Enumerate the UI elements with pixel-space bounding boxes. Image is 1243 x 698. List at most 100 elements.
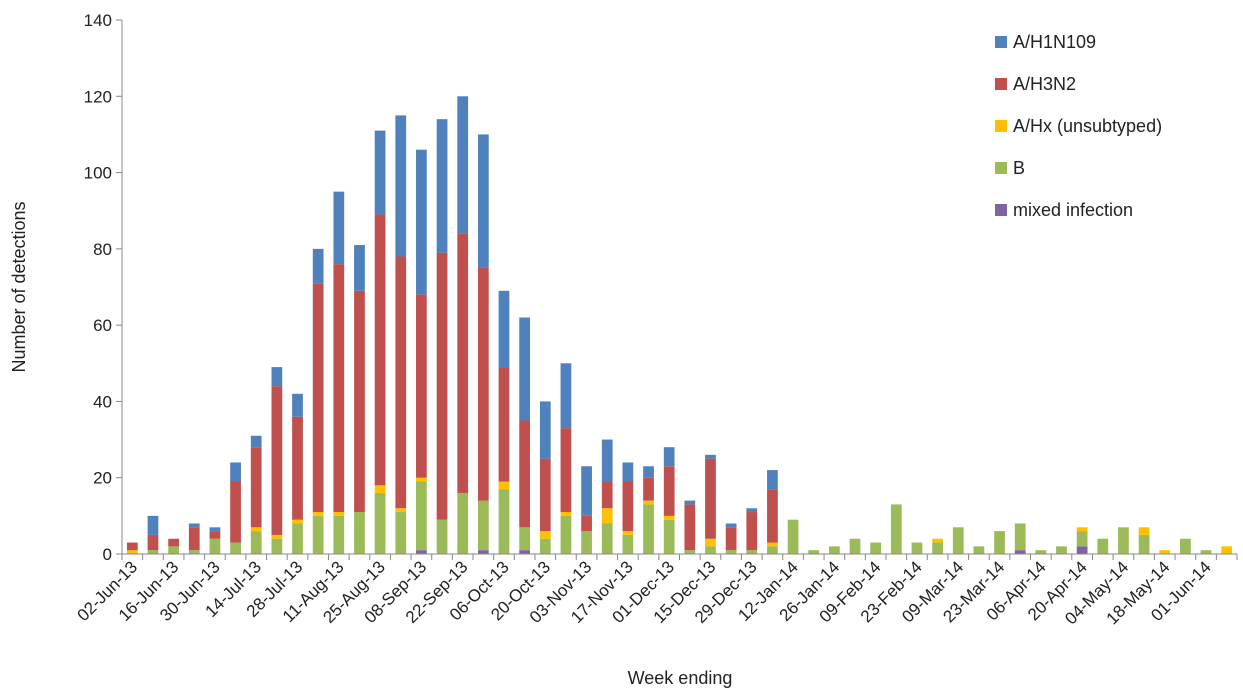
bar-segment-a-h3n2-6 bbox=[250, 447, 262, 528]
bar-segment-a-h1n109-11 bbox=[354, 245, 365, 291]
legend-label-mixed-infection: mixed infection bbox=[1013, 200, 1133, 220]
bar-segment-a-h3n2-22 bbox=[581, 515, 592, 532]
bar-segment-b-38 bbox=[911, 542, 923, 554]
bar-segment-a-h3n2-17 bbox=[477, 267, 489, 501]
bar-segment-a-h3n2-21 bbox=[560, 428, 572, 513]
bar-segment-a-hx-unsubtyped--12 bbox=[374, 485, 386, 493]
bar-segment-b-10 bbox=[333, 515, 345, 554]
bar-segment-b-20 bbox=[539, 538, 551, 554]
bar-segment-b-45 bbox=[1056, 546, 1067, 554]
bar-segment-b-4 bbox=[209, 538, 221, 554]
y-tick-label-100: 100 bbox=[84, 164, 112, 183]
bar-segment-mixed-infection-17 bbox=[477, 550, 489, 554]
bar-segment-a-h3n2-13 bbox=[395, 256, 407, 509]
bar-segment-a-hx-unsubtyped--10 bbox=[333, 512, 345, 516]
bar-segment-a-h1n109-9 bbox=[312, 248, 324, 284]
bar-segment-b-15 bbox=[436, 519, 448, 554]
bar-segment-b-52 bbox=[1200, 550, 1212, 554]
bar-segment-a-hx-unsubtyped--49 bbox=[1138, 527, 1150, 535]
bar-segment-a-h3n2-0 bbox=[126, 542, 138, 551]
bar-segment-b-12 bbox=[374, 492, 386, 554]
bar-segment-a-h3n2-9 bbox=[312, 283, 324, 513]
bar-segment-b-21 bbox=[560, 515, 572, 554]
bar-segment-a-hx-unsubtyped--6 bbox=[250, 527, 262, 532]
bar-segment-b-34 bbox=[828, 546, 840, 554]
bar-segment-b-40 bbox=[952, 527, 964, 554]
bar-segment-a-h1n109-19 bbox=[519, 317, 531, 421]
bar-segment-a-h1n109-3 bbox=[188, 523, 200, 528]
bar-segment-b-17 bbox=[477, 500, 489, 551]
bar-segment-a-h3n2-15 bbox=[436, 252, 448, 520]
bar-segment-a-h1n109-26 bbox=[663, 447, 675, 467]
bar-segment-b-11 bbox=[354, 512, 365, 554]
bar-segment-a-h3n2-11 bbox=[354, 290, 365, 513]
bar-segment-a-hx-unsubtyped--7 bbox=[271, 534, 283, 539]
bar-segment-a-hx-unsubtyped--14 bbox=[416, 477, 427, 482]
bar-segment-b-13 bbox=[395, 512, 407, 554]
bar-segment-a-h3n2-24 bbox=[622, 481, 634, 532]
bar-segment-a-h3n2-20 bbox=[539, 458, 551, 532]
bar-segment-a-h1n109-12 bbox=[374, 130, 386, 215]
bar-segment-b-8 bbox=[292, 523, 303, 554]
bar-segment-a-h3n2-23 bbox=[601, 481, 613, 509]
bar-segment-a-h3n2-2 bbox=[168, 538, 179, 547]
bar-segment-b-2 bbox=[168, 546, 179, 554]
bar-segment-a-h3n2-1 bbox=[147, 534, 159, 551]
bar-segment-a-hx-unsubtyped--18 bbox=[498, 481, 510, 490]
bar-segment-b-1 bbox=[147, 550, 159, 554]
bar-segment-b-35 bbox=[849, 538, 861, 554]
bar-segment-mixed-infection-14 bbox=[416, 550, 427, 554]
bar-segment-b-30 bbox=[746, 550, 758, 554]
legend-swatch-a-h3n2 bbox=[995, 78, 1007, 90]
legend-swatch-mixed-infection bbox=[995, 204, 1007, 216]
bar-segment-a-h3n2-18 bbox=[498, 367, 510, 482]
bar-segment-a-hx-unsubtyped--13 bbox=[395, 508, 407, 513]
legend-label-a-h1n109: A/H1N109 bbox=[1013, 32, 1096, 52]
bar-segment-a-hx-unsubtyped--20 bbox=[539, 531, 551, 539]
bar-segment-b-23 bbox=[601, 523, 613, 554]
bar-segment-a-hx-unsubtyped--28 bbox=[705, 538, 716, 547]
bar-segment-b-6 bbox=[250, 531, 262, 554]
bar-segment-b-42 bbox=[994, 531, 1005, 554]
bar-segment-a-h1n109-10 bbox=[333, 191, 345, 265]
bar-segment-b-24 bbox=[622, 534, 634, 554]
bar-segment-b-51 bbox=[1180, 538, 1191, 554]
legend-swatch-a-hx-unsubtyped- bbox=[995, 120, 1007, 132]
bar-segment-a-h1n109-28 bbox=[705, 454, 716, 459]
bar-segment-a-h1n109-18 bbox=[498, 290, 510, 368]
axes-layer: 02040608010012014002-Jun-1316-Jun-1330-J… bbox=[74, 11, 1238, 628]
bar-segment-b-9 bbox=[312, 515, 324, 554]
bar-segment-a-h3n2-29 bbox=[725, 527, 737, 551]
y-tick-label-40: 40 bbox=[93, 392, 112, 411]
bar-segment-a-h1n109-5 bbox=[230, 462, 241, 482]
bar-segment-a-h1n109-22 bbox=[581, 466, 592, 516]
bar-segment-a-h3n2-7 bbox=[271, 386, 283, 535]
bar-segment-a-h1n109-14 bbox=[416, 149, 427, 295]
bar-segment-a-h1n109-23 bbox=[601, 439, 613, 482]
bar-segment-a-h1n109-6 bbox=[250, 435, 262, 448]
legend-label-a-h3n2: A/H3N2 bbox=[1013, 74, 1076, 94]
legend-swatch-a-h1n109 bbox=[995, 36, 1007, 48]
bar-segment-a-h1n109-13 bbox=[395, 115, 407, 257]
bar-segment-b-29 bbox=[725, 550, 737, 554]
bar-segment-mixed-infection-46 bbox=[1076, 546, 1088, 554]
bar-segment-mixed-infection-43 bbox=[1014, 550, 1026, 554]
bar-segment-a-h3n2-30 bbox=[746, 512, 758, 551]
bar-segment-a-hx-unsubtyped--0 bbox=[126, 550, 138, 554]
bar-segment-b-26 bbox=[663, 519, 675, 554]
bar-segment-mixed-infection-19 bbox=[519, 550, 531, 554]
bar-segment-a-hx-unsubtyped--25 bbox=[643, 500, 654, 505]
bar-segment-b-28 bbox=[705, 546, 716, 554]
bar-segment-b-39 bbox=[932, 542, 943, 554]
legend-label-b: B bbox=[1013, 158, 1025, 178]
bar-segment-a-hx-unsubtyped--46 bbox=[1076, 527, 1088, 532]
bar-segment-a-h1n109-1 bbox=[147, 515, 159, 535]
bar-segment-b-43 bbox=[1014, 523, 1026, 551]
bar-segment-a-hx-unsubtyped--23 bbox=[601, 508, 613, 524]
y-tick-label-140: 140 bbox=[84, 11, 112, 30]
bar-segment-a-h3n2-14 bbox=[416, 294, 427, 478]
bar-segment-b-36 bbox=[870, 542, 882, 554]
